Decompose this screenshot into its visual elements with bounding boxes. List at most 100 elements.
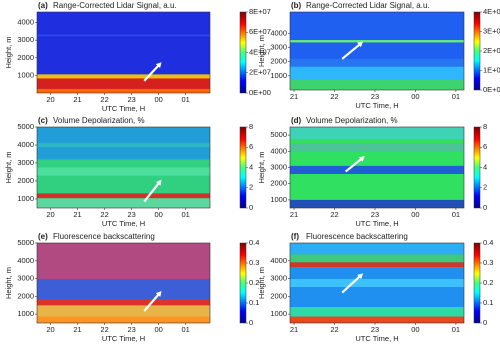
heatmap-band [37, 167, 210, 176]
colorbar-tick-label: 8 [483, 122, 487, 131]
heatmap-band [290, 143, 464, 152]
heatmap-band [37, 299, 210, 306]
arrow [143, 182, 160, 203]
colorbar-tick-label: 4 [483, 162, 487, 171]
y-axis-label: Height, m [4, 267, 13, 299]
x-tick-label: 01 [182, 210, 190, 219]
colorbar-tick-label: 8E+07 [249, 7, 271, 16]
plot-frame [289, 242, 465, 324]
panel-title: Volume Depolarization, % [306, 116, 398, 125]
y-tick-label: 2000 [17, 291, 34, 300]
panel-title: Fluorescence backscattering [306, 232, 408, 241]
panel-title: Fluorescence backscattering [53, 232, 155, 241]
y-tick-label: 3000 [17, 35, 34, 44]
panel-title: Range-Corrected Lidar Signal, a.u. [306, 1, 430, 10]
colorbar-tick-label: 3E+07 [483, 26, 500, 35]
heatmap-band [37, 88, 210, 93]
colorbar-tick-label: 0E+00 [249, 88, 271, 97]
y-tick-label: 5000 [270, 130, 287, 139]
x-tick-label: 01 [182, 325, 190, 334]
y-tick-label: 3000 [270, 162, 287, 171]
x-tick-label: 20 [46, 325, 54, 334]
x-tick-label: 22 [330, 92, 338, 101]
heatmap-band [290, 165, 464, 174]
x-axis-label: UTC Time, H [355, 101, 398, 110]
y-tick-label: 2000 [17, 176, 34, 185]
plot-frame [289, 11, 465, 91]
x-axis-label: UTC Time, H [102, 104, 145, 113]
colorbar-tick-label: 2E+07 [483, 46, 500, 55]
x-tick-label: 21 [73, 210, 81, 219]
colorbar-tick-label: 0 [483, 318, 487, 327]
y-axis-label: Height, m [257, 151, 266, 183]
x-axis-label: UTC Time, H [102, 334, 145, 343]
colorbar-tick-label: 0.2 [249, 278, 259, 287]
arrow-head [155, 62, 162, 69]
y-axis-label: Height, m [257, 267, 266, 299]
y-tick-label: 4000 [17, 256, 34, 265]
x-axis-label: UTC Time, H [355, 219, 398, 228]
arrow-head [156, 179, 162, 186]
colorbar [473, 242, 481, 324]
panel-label: (e) [38, 232, 48, 241]
colorbar-tick-label: 2 [483, 183, 487, 192]
heatmap-band [290, 58, 464, 67]
x-tick-label: 01 [452, 210, 460, 219]
colorbar-tick-label: 4 [249, 162, 253, 171]
colorbar [473, 11, 481, 91]
colorbar-tick-label: 6 [249, 142, 253, 151]
colorbar-tick-label: 8 [249, 122, 253, 131]
y-axis-label: Height, m [4, 36, 13, 68]
heatmap-band [290, 199, 464, 208]
x-tick-label: 22 [330, 210, 338, 219]
heatmap-band [290, 66, 464, 80]
colorbar-tick-label: 0E+00 [483, 85, 500, 94]
y-tick-label: 4000 [270, 28, 287, 37]
panel-label: (d) [291, 116, 302, 125]
heatmap-band [37, 193, 210, 199]
plot-frame [36, 126, 211, 209]
heatmap-band [290, 243, 464, 255]
heatmap-band [37, 74, 210, 79]
y-tick-label: 3000 [270, 42, 287, 51]
y-tick-label: 3000 [17, 158, 34, 167]
colorbar-tick-label: 4E+07 [483, 7, 500, 16]
colorbar [239, 11, 247, 94]
x-tick-label: 01 [452, 325, 460, 334]
colorbar-tick-label: 4E+07 [249, 47, 271, 56]
colorbar-tick-label: 0.1 [483, 298, 493, 307]
colorbar [473, 126, 481, 209]
y-tick-label: 4000 [270, 256, 287, 265]
colorbar [239, 126, 247, 209]
heatmap-band [37, 143, 210, 148]
y-tick-label: 1000 [270, 195, 287, 204]
colorbar-tick-label: 0.4 [483, 238, 493, 247]
x-axis-label: UTC Time, H [355, 334, 398, 343]
colorbar-tick-label: 6 [483, 142, 487, 151]
heatmap-band [37, 34, 210, 37]
x-tick-label: 22 [100, 210, 108, 219]
panel-label: (f) [291, 232, 299, 241]
colorbar-tick-label: 2 [249, 183, 253, 192]
y-tick-label: 2000 [17, 53, 34, 62]
x-tick-label: 21 [290, 92, 298, 101]
plot-frame [36, 242, 211, 324]
arrow-head [358, 156, 365, 162]
y-axis-label: Height, m [4, 151, 13, 183]
y-tick-label: 3000 [270, 274, 287, 283]
colorbar-tick-label: 0 [249, 203, 253, 212]
x-tick-label: 22 [330, 325, 338, 334]
y-tick-label: 2000 [270, 179, 287, 188]
y-tick-label: 4000 [17, 18, 34, 27]
y-tick-label: 1000 [17, 70, 34, 79]
colorbar-tick-label: 0.2 [483, 278, 493, 287]
x-tick-label: 21 [73, 95, 81, 104]
heatmap-band [290, 316, 464, 323]
x-tick-label: 21 [290, 210, 298, 219]
panel-label: (a) [38, 1, 48, 10]
heatmap-band [290, 40, 464, 43]
x-tick-label: 00 [411, 92, 419, 101]
panel-label: (b) [291, 1, 302, 10]
heatmap-band [290, 279, 464, 287]
y-tick-label: 1000 [17, 309, 34, 318]
